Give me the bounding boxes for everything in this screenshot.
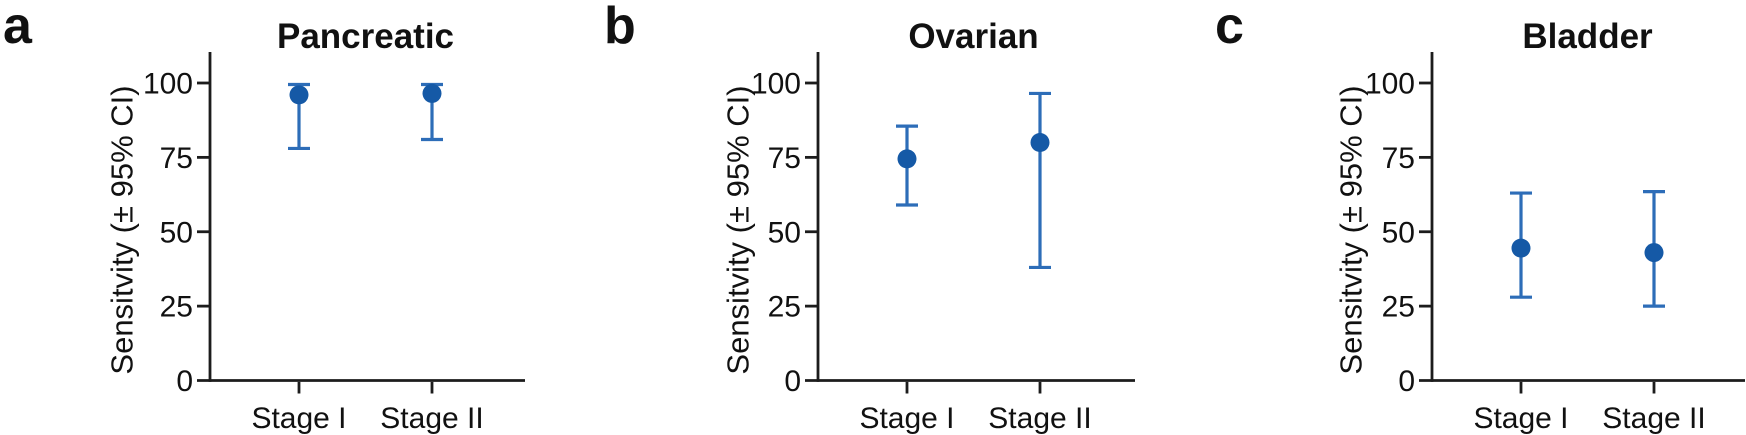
- panel-letter-c: c: [1215, 0, 1244, 55]
- y-tick-label: 100: [751, 68, 801, 101]
- data-point-marker: [1511, 238, 1531, 258]
- y-tick-label: 0: [176, 365, 193, 398]
- data-point-marker: [289, 85, 309, 105]
- y-tick-label: 50: [1382, 216, 1415, 249]
- y-tick-label: 75: [768, 142, 801, 175]
- y-tick-label: 25: [1382, 291, 1415, 324]
- panel-letter-b: b: [604, 0, 636, 55]
- y-tick-label: 0: [1398, 365, 1415, 398]
- x-category-label: Stage I: [251, 402, 346, 435]
- data-point-marker: [422, 83, 442, 103]
- chart-title-pancreatic: Pancreatic: [276, 17, 455, 56]
- x-category-label: Stage II: [380, 402, 483, 435]
- chart-title-bladder: Bladder: [1522, 17, 1653, 56]
- data-point-marker: [1030, 133, 1050, 152]
- panel-letter-a: a: [3, 0, 32, 55]
- y-tick-label: 50: [160, 216, 193, 249]
- y-tick-label: 0: [784, 365, 801, 398]
- x-category-label: Stage I: [1473, 402, 1568, 435]
- x-category-label: Stage II: [1602, 402, 1705, 435]
- x-category-label: Stage II: [988, 402, 1091, 435]
- data-point-marker: [897, 149, 917, 169]
- y-tick-label: 75: [1382, 142, 1415, 175]
- y-tick-label: 25: [768, 291, 801, 324]
- y-tick-label: 25: [160, 291, 193, 324]
- x-category-label: Stage I: [859, 402, 954, 435]
- data-point-marker: [1644, 243, 1664, 263]
- chart-title-ovarian: Ovarian: [908, 17, 1039, 56]
- y-tick-label: 100: [1365, 68, 1415, 101]
- y-tick-label: 75: [160, 142, 193, 175]
- y-tick-label: 50: [768, 216, 801, 249]
- y-tick-label: 100: [143, 68, 193, 101]
